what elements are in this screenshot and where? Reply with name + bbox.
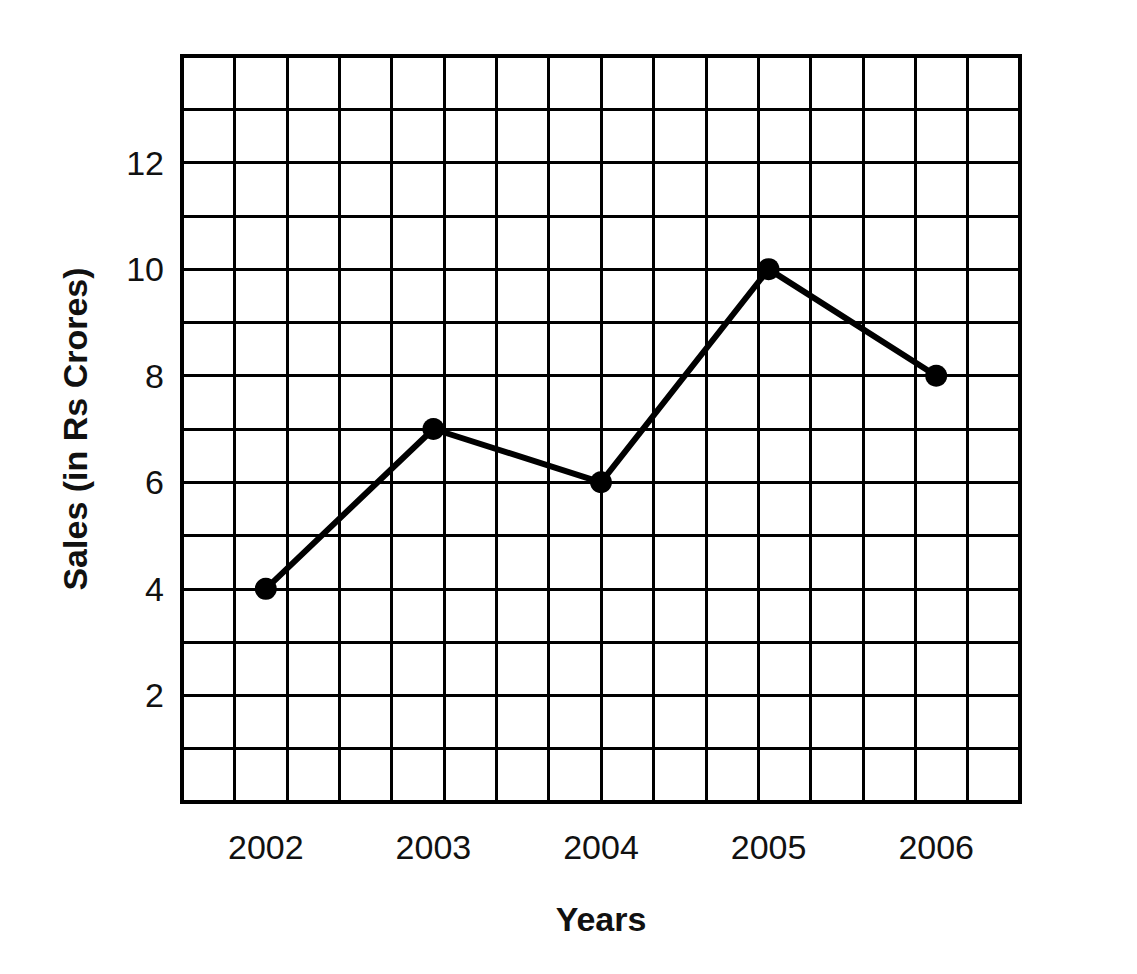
svg-text:Sales (in Rs Crores): Sales (in Rs Crores) xyxy=(56,267,94,590)
svg-text:2005: 2005 xyxy=(731,828,807,866)
svg-text:2002: 2002 xyxy=(228,828,304,866)
svg-text:8: 8 xyxy=(145,357,164,395)
svg-text:4: 4 xyxy=(145,570,164,608)
svg-text:12: 12 xyxy=(126,144,164,182)
svg-text:2003: 2003 xyxy=(396,828,472,866)
svg-text:Years: Years xyxy=(556,900,647,938)
svg-text:10: 10 xyxy=(126,250,164,288)
svg-text:6: 6 xyxy=(145,463,164,501)
svg-text:2: 2 xyxy=(145,676,164,714)
svg-text:2006: 2006 xyxy=(898,828,974,866)
svg-text:2004: 2004 xyxy=(563,828,639,866)
